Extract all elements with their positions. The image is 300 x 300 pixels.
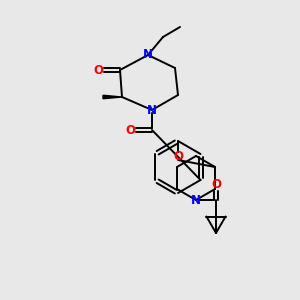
Text: O: O xyxy=(125,124,135,136)
Text: N: N xyxy=(191,194,201,206)
Text: N: N xyxy=(147,103,157,116)
Text: O: O xyxy=(93,64,103,76)
Text: O: O xyxy=(173,149,183,163)
Text: N: N xyxy=(143,49,153,62)
Text: O: O xyxy=(211,178,221,191)
Polygon shape xyxy=(103,95,122,99)
